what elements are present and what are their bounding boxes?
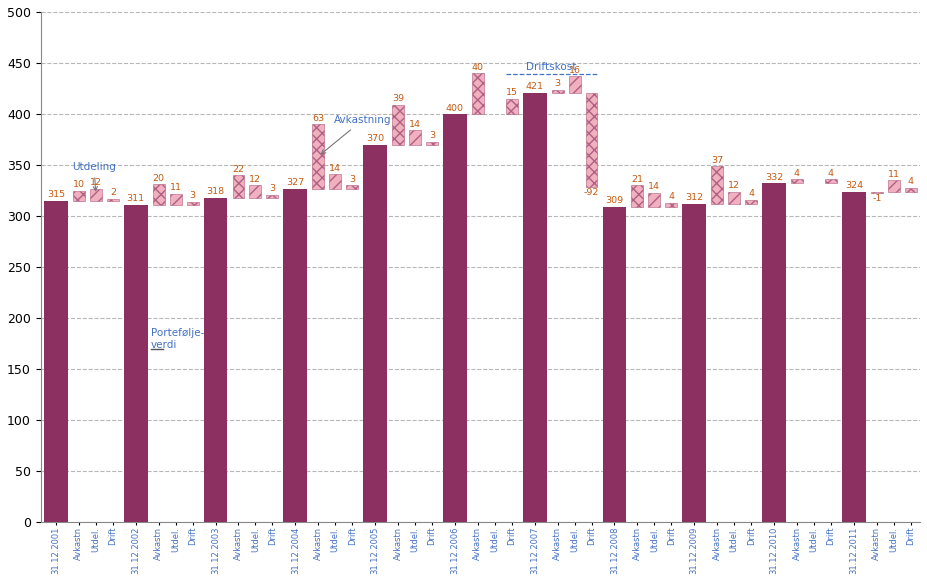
- Text: 37: 37: [711, 156, 723, 164]
- Bar: [762, 184, 786, 522]
- Text: 39: 39: [392, 94, 404, 103]
- Bar: [153, 185, 165, 205]
- Bar: [170, 193, 182, 205]
- Text: 40: 40: [472, 63, 484, 71]
- Bar: [506, 99, 517, 114]
- Text: 315: 315: [47, 191, 65, 199]
- Text: 14: 14: [648, 182, 660, 191]
- Bar: [284, 189, 307, 522]
- Text: 3: 3: [189, 191, 196, 200]
- Bar: [347, 185, 358, 189]
- Text: 4: 4: [668, 192, 674, 202]
- Text: 11: 11: [888, 170, 900, 179]
- Text: 14: 14: [409, 120, 421, 129]
- Text: 16: 16: [568, 66, 580, 75]
- Bar: [870, 192, 883, 193]
- Bar: [90, 189, 102, 201]
- Text: 14: 14: [329, 164, 341, 173]
- Text: 3: 3: [429, 131, 435, 140]
- Text: 324: 324: [844, 181, 863, 190]
- Text: 63: 63: [312, 114, 324, 123]
- Bar: [426, 142, 438, 145]
- Bar: [73, 191, 84, 201]
- Text: 12: 12: [90, 178, 102, 187]
- Text: 3: 3: [349, 175, 355, 184]
- Bar: [329, 174, 341, 189]
- Text: 400: 400: [446, 103, 464, 113]
- Text: Driftskost: Driftskost: [527, 62, 577, 72]
- Text: 4: 4: [828, 169, 834, 178]
- Bar: [666, 203, 678, 207]
- Text: 2: 2: [109, 188, 116, 197]
- Text: Avkastning: Avkastning: [322, 115, 391, 154]
- Bar: [124, 205, 147, 522]
- Text: 11: 11: [170, 183, 182, 192]
- Text: 3: 3: [270, 184, 275, 193]
- Bar: [888, 180, 900, 192]
- Bar: [711, 166, 723, 204]
- Text: 327: 327: [286, 178, 304, 187]
- Text: 311: 311: [127, 195, 145, 203]
- Text: Utdeling: Utdeling: [72, 162, 116, 191]
- Bar: [107, 199, 119, 201]
- Bar: [472, 73, 484, 114]
- Text: 22: 22: [233, 165, 245, 174]
- Bar: [586, 92, 598, 187]
- Bar: [682, 204, 706, 522]
- Bar: [552, 89, 564, 92]
- Text: 10: 10: [73, 180, 85, 189]
- Bar: [523, 92, 547, 522]
- Bar: [631, 185, 643, 207]
- Bar: [745, 200, 757, 204]
- Text: 12: 12: [729, 181, 740, 190]
- Text: 12: 12: [249, 175, 261, 184]
- Text: 4: 4: [794, 169, 800, 178]
- Text: 20: 20: [153, 174, 165, 183]
- Bar: [443, 114, 467, 522]
- Bar: [842, 192, 866, 522]
- Text: 21: 21: [631, 175, 643, 184]
- Text: -92: -92: [584, 188, 599, 197]
- Text: 318: 318: [207, 187, 224, 196]
- Text: 309: 309: [605, 196, 624, 206]
- Text: 370: 370: [366, 134, 384, 143]
- Bar: [266, 195, 278, 198]
- Bar: [363, 145, 387, 522]
- Text: 4: 4: [908, 177, 914, 186]
- Bar: [233, 175, 245, 198]
- Bar: [409, 130, 421, 145]
- Text: 4: 4: [748, 189, 755, 198]
- Bar: [825, 180, 837, 184]
- Bar: [791, 180, 803, 184]
- Bar: [603, 207, 627, 522]
- Text: 3: 3: [554, 79, 561, 88]
- Bar: [186, 202, 198, 205]
- Bar: [729, 192, 740, 204]
- Text: Portefølje-
verdi: Portefølje- verdi: [151, 328, 204, 350]
- Bar: [44, 201, 68, 522]
- Text: 332: 332: [765, 173, 783, 182]
- Bar: [249, 185, 261, 198]
- Text: 421: 421: [526, 82, 544, 91]
- Bar: [905, 188, 917, 192]
- Text: 312: 312: [685, 193, 704, 202]
- Bar: [204, 198, 227, 522]
- Bar: [392, 105, 404, 145]
- Bar: [568, 76, 580, 92]
- Bar: [648, 193, 660, 207]
- Bar: [312, 124, 324, 189]
- Text: -1: -1: [872, 194, 882, 203]
- Text: 15: 15: [506, 88, 518, 97]
